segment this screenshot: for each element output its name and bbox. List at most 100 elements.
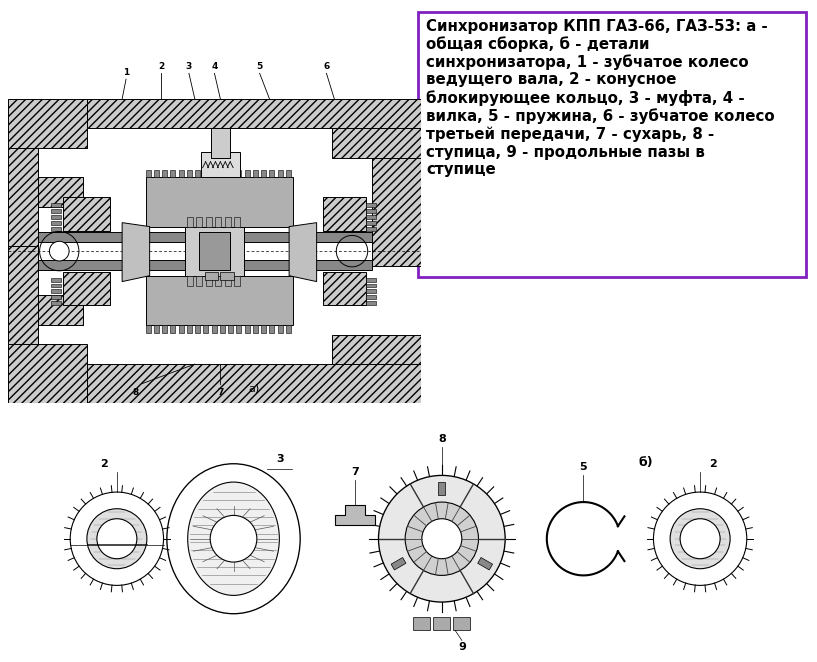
Polygon shape xyxy=(366,214,376,218)
Polygon shape xyxy=(122,222,150,281)
Polygon shape xyxy=(51,220,61,224)
Text: 1: 1 xyxy=(123,68,129,77)
Polygon shape xyxy=(261,325,266,333)
Polygon shape xyxy=(187,325,192,333)
Polygon shape xyxy=(366,301,376,305)
Polygon shape xyxy=(261,169,266,177)
Polygon shape xyxy=(38,295,83,325)
Polygon shape xyxy=(179,169,184,177)
Polygon shape xyxy=(51,226,61,230)
Polygon shape xyxy=(51,203,61,207)
Polygon shape xyxy=(196,275,203,285)
Polygon shape xyxy=(163,325,167,333)
Polygon shape xyxy=(215,216,221,226)
Polygon shape xyxy=(51,295,61,299)
Text: 3: 3 xyxy=(276,453,284,464)
Polygon shape xyxy=(228,325,233,333)
Text: 8: 8 xyxy=(132,388,139,397)
Circle shape xyxy=(422,519,462,559)
Polygon shape xyxy=(8,99,87,148)
Polygon shape xyxy=(195,169,200,177)
Text: 2: 2 xyxy=(710,459,717,469)
Bar xyxy=(478,557,493,570)
Polygon shape xyxy=(199,232,230,270)
Text: 5: 5 xyxy=(257,62,263,71)
Polygon shape xyxy=(63,272,110,305)
Polygon shape xyxy=(221,272,234,279)
Text: а): а) xyxy=(248,383,259,394)
FancyBboxPatch shape xyxy=(418,12,806,277)
Polygon shape xyxy=(289,222,317,281)
Polygon shape xyxy=(201,152,240,177)
Polygon shape xyxy=(372,158,421,266)
Polygon shape xyxy=(366,277,376,281)
Text: 6: 6 xyxy=(324,62,329,71)
Polygon shape xyxy=(270,325,275,333)
Text: 9: 9 xyxy=(458,642,466,652)
Polygon shape xyxy=(212,325,217,333)
Polygon shape xyxy=(87,99,421,128)
Polygon shape xyxy=(51,209,61,213)
Text: 4: 4 xyxy=(212,62,217,71)
Polygon shape xyxy=(323,197,366,230)
Polygon shape xyxy=(145,325,150,333)
Polygon shape xyxy=(51,289,61,293)
Polygon shape xyxy=(253,325,258,333)
Polygon shape xyxy=(286,325,291,333)
Polygon shape xyxy=(366,289,376,293)
Polygon shape xyxy=(228,169,233,177)
Circle shape xyxy=(97,519,137,559)
Polygon shape xyxy=(335,505,375,526)
Text: 3: 3 xyxy=(185,62,192,71)
Polygon shape xyxy=(366,226,376,230)
Ellipse shape xyxy=(188,482,279,595)
Polygon shape xyxy=(187,169,192,177)
Polygon shape xyxy=(206,275,212,285)
Polygon shape xyxy=(333,334,421,364)
Polygon shape xyxy=(245,325,250,333)
Circle shape xyxy=(49,242,69,261)
Polygon shape xyxy=(8,148,38,246)
Circle shape xyxy=(210,516,257,562)
Polygon shape xyxy=(8,246,38,344)
Polygon shape xyxy=(234,275,240,285)
Polygon shape xyxy=(51,214,61,218)
Circle shape xyxy=(670,508,730,569)
Polygon shape xyxy=(286,169,291,177)
Polygon shape xyxy=(196,216,203,226)
Polygon shape xyxy=(245,169,250,177)
Polygon shape xyxy=(253,169,258,177)
Text: 8: 8 xyxy=(438,434,446,444)
Polygon shape xyxy=(366,220,376,224)
Polygon shape xyxy=(236,325,241,333)
Text: 7: 7 xyxy=(217,388,224,397)
Polygon shape xyxy=(212,169,217,177)
Polygon shape xyxy=(154,325,158,333)
Polygon shape xyxy=(187,216,193,226)
Circle shape xyxy=(405,502,479,575)
Polygon shape xyxy=(51,301,61,305)
Polygon shape xyxy=(145,275,293,325)
Polygon shape xyxy=(204,272,218,279)
Polygon shape xyxy=(211,128,230,158)
Polygon shape xyxy=(154,169,158,177)
Polygon shape xyxy=(195,325,200,333)
Polygon shape xyxy=(220,169,225,177)
Polygon shape xyxy=(323,272,366,305)
Polygon shape xyxy=(234,216,240,226)
Polygon shape xyxy=(203,169,208,177)
Polygon shape xyxy=(225,216,230,226)
Polygon shape xyxy=(366,295,376,299)
Text: 7: 7 xyxy=(351,467,359,477)
Polygon shape xyxy=(38,177,83,207)
Polygon shape xyxy=(8,344,87,403)
Polygon shape xyxy=(366,209,376,213)
Polygon shape xyxy=(278,325,283,333)
Polygon shape xyxy=(366,283,376,287)
Polygon shape xyxy=(215,275,221,285)
Polygon shape xyxy=(171,169,176,177)
Polygon shape xyxy=(163,169,167,177)
Circle shape xyxy=(680,519,720,559)
Polygon shape xyxy=(51,277,61,281)
Bar xyxy=(434,617,450,630)
